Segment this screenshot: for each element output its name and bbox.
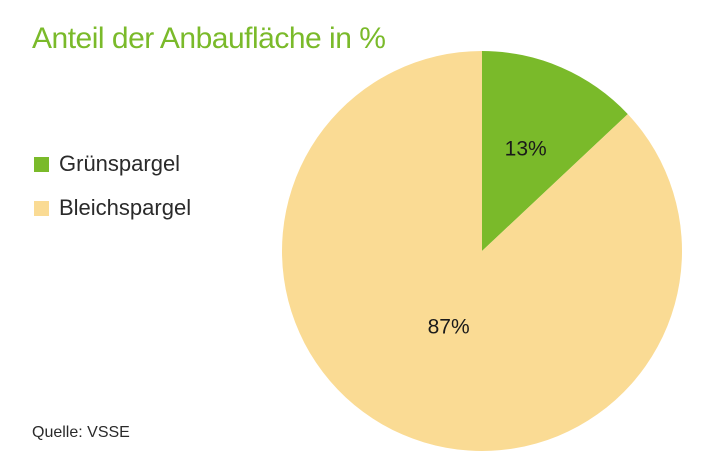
slice-label-gruenspargel: 13% — [505, 138, 547, 161]
slice-label-bleichspargel: 87% — [428, 316, 470, 339]
legend-item-bleichspargel: Bleichspargel — [34, 186, 191, 230]
legend: Grünspargel Bleichspargel — [34, 142, 191, 230]
source-note: Quelle: VSSE — [32, 424, 130, 441]
legend-label-bleichspargel: Bleichspargel — [59, 195, 192, 220]
pie-slice-gruenspargel — [482, 51, 628, 251]
legend-swatch-gruenspargel — [34, 156, 49, 172]
legend-item-gruenspargel: Grünspargel — [34, 142, 191, 186]
legend-label-gruenspargel: Grünspargel — [59, 151, 181, 176]
pie-slice-bleichspargel — [281, 51, 682, 451]
chart-title: Anteil der Anbaufläche in % — [32, 22, 386, 55]
legend-swatch-bleichspargel — [34, 200, 49, 216]
